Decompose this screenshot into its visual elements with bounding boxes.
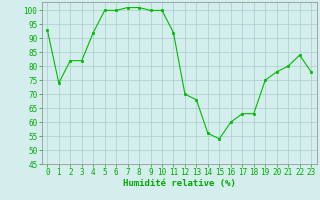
X-axis label: Humidité relative (%): Humidité relative (%) <box>123 179 236 188</box>
